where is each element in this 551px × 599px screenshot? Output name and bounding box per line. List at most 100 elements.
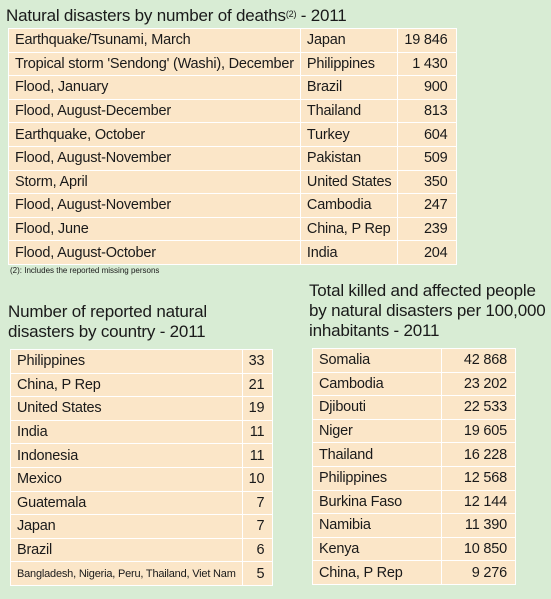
- deaths-country-cell: Philippines: [299, 51, 399, 77]
- count-row: United States 19: [10, 396, 274, 421]
- affected-country-cell: Somalia: [311, 348, 443, 373]
- count-row: Brazil 6: [10, 537, 274, 563]
- affected-value-cell: 16 228: [441, 442, 516, 467]
- count-country-cell: Philippines: [10, 349, 243, 374]
- affected-table: Somalia 42 868 Cambodia 23 202 Djibouti 22 53…: [311, 348, 516, 585]
- affected-country-cell: Kenya: [311, 536, 443, 562]
- affected-row: Namibia 11 390: [311, 513, 516, 538]
- deaths-event-cell: Flood, August-December: [8, 98, 301, 124]
- deaths-value-cell: 247: [397, 193, 457, 218]
- affected-value-cell: 12 144: [441, 489, 516, 515]
- count-title-line2: disasters by country - 2011: [8, 322, 206, 341]
- affected-row: Burkina Faso 12 144: [311, 489, 516, 515]
- affected-title-line1: Total killed and affected people: [309, 281, 536, 300]
- affected-country-cell: Djibouti: [311, 395, 443, 420]
- count-value-cell: 33: [241, 349, 274, 374]
- deaths-row: Flood, January Brazil 900: [8, 75, 457, 100]
- count-country-cell: Japan: [10, 514, 243, 539]
- deaths-event-cell: Storm, April: [8, 169, 301, 195]
- deaths-table: Earthquake/Tsunami, March Japan 19 846 Trop…: [8, 28, 457, 265]
- deaths-country-cell: Japan: [299, 28, 399, 53]
- deaths-event-cell: Tropical storm 'Sendong' (Washi), Decemb…: [8, 51, 301, 77]
- deaths-event-cell: Earthquake/Tsunami, March: [8, 28, 301, 53]
- count-row: Mexico 10: [10, 466, 274, 492]
- deaths-value-cell: 1 430: [397, 51, 457, 77]
- affected-country-cell: Cambodia: [311, 371, 443, 397]
- count-country-cell: United States: [10, 396, 243, 421]
- deaths-event-cell: Flood, January: [8, 75, 301, 100]
- footnote: (2): Includes the reported missing perso…: [10, 266, 160, 275]
- deaths-row: Earthquake/Tsunami, March Japan 19 846: [8, 28, 457, 53]
- deaths-value-cell: 813: [397, 98, 457, 124]
- deaths-table-title: Natural disasters by number of deaths(2)…: [6, 6, 347, 26]
- count-country-cell: Bangladesh, Nigeria, Peru, Thailand, Vie…: [10, 561, 243, 586]
- deaths-country-cell: Turkey: [299, 122, 399, 147]
- count-value-cell: 10: [241, 466, 274, 492]
- deaths-event-cell: Earthquake, October: [8, 122, 301, 147]
- count-row: China, P Rep 21: [10, 372, 274, 398]
- deaths-country-cell: Brazil: [299, 75, 399, 100]
- affected-row: Thailand 16 228: [311, 442, 516, 467]
- affected-country-cell: Namibia: [311, 513, 443, 538]
- affected-value-cell: 42 868: [441, 348, 516, 373]
- affected-value-cell: 10 850: [441, 536, 516, 562]
- affected-value-cell: 9 276: [441, 560, 516, 585]
- deaths-title-year: - 2011: [296, 6, 347, 25]
- count-row: Bangladesh, Nigeria, Peru, Thailand, Vie…: [10, 561, 274, 586]
- count-country-cell: Guatemala: [10, 490, 243, 516]
- affected-value-cell: 11 390: [441, 513, 516, 538]
- count-row: Guatemala 7: [10, 490, 274, 516]
- count-row: India 11: [10, 419, 274, 445]
- count-title-line1: Number of reported natural: [8, 302, 207, 321]
- count-country-cell: India: [10, 419, 243, 445]
- affected-row: China, P Rep 9 276: [311, 560, 516, 585]
- affected-row: Philippines 12 568: [311, 465, 516, 491]
- affected-row: Cambodia 23 202: [311, 371, 516, 397]
- count-row: Indonesia 11: [10, 443, 274, 468]
- deaths-row: Flood, August-November Pakistan 509: [8, 145, 457, 171]
- deaths-value-cell: 239: [397, 216, 457, 242]
- deaths-value-cell: 204: [397, 240, 457, 265]
- affected-title-line2: by natural disasters per 100,000: [309, 301, 546, 320]
- deaths-event-cell: Flood, June: [8, 216, 301, 242]
- affected-country-cell: China, P Rep: [311, 560, 443, 585]
- affected-value-cell: 22 533: [441, 395, 516, 420]
- count-value-cell: 7: [241, 514, 274, 539]
- affected-country-cell: Philippines: [311, 465, 443, 491]
- count-row: Philippines 33: [10, 349, 274, 374]
- count-row: Japan 7: [10, 514, 274, 539]
- count-table-title: Number of reported natural disasters by …: [8, 302, 207, 342]
- deaths-row: Flood, August-October India 204: [8, 240, 457, 265]
- deaths-row: Flood, August-December Thailand 813: [8, 98, 457, 124]
- deaths-title-text: Natural disasters by number of deaths: [6, 6, 286, 25]
- affected-country-cell: Thailand: [311, 442, 443, 467]
- affected-title-line3: inhabitants - 2011: [309, 321, 440, 340]
- deaths-country-cell: India: [299, 240, 399, 265]
- count-value-cell: 19: [241, 396, 274, 421]
- count-value-cell: 7: [241, 490, 274, 516]
- deaths-country-cell: Cambodia: [299, 193, 399, 218]
- count-country-cell: Indonesia: [10, 443, 243, 468]
- deaths-row: Flood, August-November Cambodia 247: [8, 193, 457, 218]
- affected-row: Kenya 10 850: [311, 536, 516, 562]
- deaths-row: Storm, April United States 350: [8, 169, 457, 195]
- affected-value-cell: 19 605: [441, 418, 516, 444]
- count-table: Philippines 33 China, P Rep 21 United States…: [10, 349, 274, 586]
- count-country-cell: Brazil: [10, 537, 243, 563]
- affected-row: Somalia 42 868: [311, 348, 516, 373]
- deaths-value-cell: 509: [397, 145, 457, 171]
- deaths-event-cell: Flood, August-October: [8, 240, 301, 265]
- affected-country-cell: Niger: [311, 418, 443, 444]
- deaths-row: Tropical storm 'Sendong' (Washi), Decemb…: [8, 51, 457, 77]
- deaths-event-cell: Flood, August-November: [8, 193, 301, 218]
- count-value-cell: 11: [241, 443, 274, 468]
- affected-row: Djibouti 22 533: [311, 395, 516, 420]
- deaths-country-cell: United States: [299, 169, 399, 195]
- deaths-value-cell: 604: [397, 122, 457, 147]
- count-value-cell: 5: [241, 561, 274, 586]
- deaths-title-footnote-marker: (2): [285, 9, 297, 19]
- deaths-value-cell: 900: [397, 75, 457, 100]
- deaths-country-cell: China, P Rep: [299, 216, 399, 242]
- affected-table-title: Total killed and affected people by natu…: [309, 281, 546, 341]
- count-value-cell: 21: [241, 372, 274, 398]
